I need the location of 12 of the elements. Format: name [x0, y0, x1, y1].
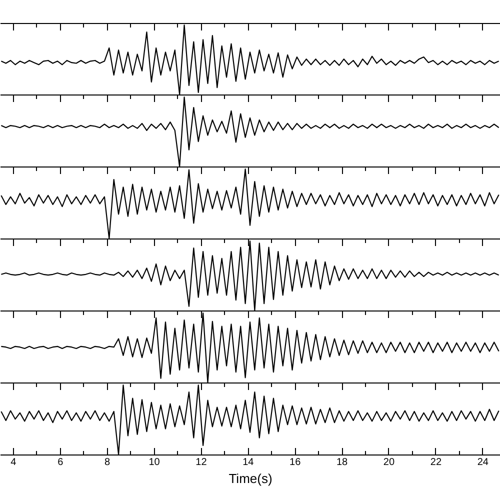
x-tick-label: 8	[104, 457, 111, 468]
x-axis-title: Time(s)	[228, 471, 272, 486]
x-tick-label: 20	[383, 457, 395, 468]
x-tick-label: 16	[290, 457, 302, 468]
x-tick-label: 18	[336, 457, 348, 468]
x-tick-label: 14	[242, 457, 254, 468]
x-tick-label: 10	[148, 457, 160, 468]
x-tick-label: 22	[430, 457, 442, 468]
x-tick-label: 24	[477, 457, 489, 468]
x-tick-label: 4	[10, 457, 17, 468]
x-tick-label: 12	[196, 457, 208, 468]
x-tick-label: 6	[58, 457, 64, 468]
